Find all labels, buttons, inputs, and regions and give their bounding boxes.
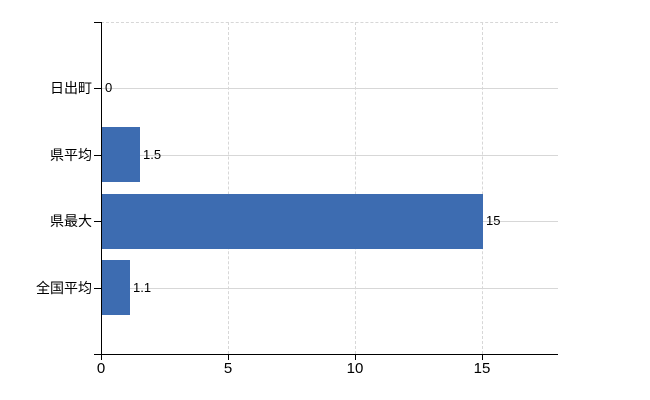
vertical-gridline: [481, 22, 483, 354]
x-tick-label: 5: [223, 360, 233, 377]
y-axis-tick: [94, 88, 101, 89]
category-label: 日出町: [50, 80, 92, 96]
x-axis-tick: [228, 354, 229, 360]
y-axis-tick: [94, 288, 101, 289]
x-tick-label: 15: [473, 360, 491, 377]
bar-value-label: 15: [486, 213, 501, 228]
bar-value-label: 1.1: [133, 280, 152, 295]
x-axis-tick: [355, 354, 356, 360]
bar: [102, 127, 140, 182]
bar: [102, 194, 483, 249]
x-axis-tick: [482, 354, 483, 360]
y-axis-top-tick: [94, 22, 101, 23]
plot-area: [101, 22, 558, 354]
horizontal-gridline: [101, 88, 558, 89]
category-label: 全国平均: [36, 280, 92, 296]
vertical-gridline: [354, 22, 356, 354]
y-axis-tick: [94, 155, 101, 156]
category-label: 県平均: [50, 147, 92, 163]
vertical-gridline: [227, 22, 229, 354]
horizontal-gridline: [101, 288, 558, 289]
y-axis-line: [101, 22, 102, 360]
bar: [102, 260, 130, 315]
horizontal-gridline: [101, 155, 558, 156]
x-axis-line: [94, 354, 558, 355]
bar-value-label: 0: [105, 80, 113, 95]
x-tick-label: 10: [346, 360, 364, 377]
bar-value-label: 1.5: [143, 147, 162, 162]
category-label: 県最大: [50, 213, 92, 229]
x-tick-label: 0: [96, 360, 106, 377]
y-axis-tick: [94, 221, 101, 222]
